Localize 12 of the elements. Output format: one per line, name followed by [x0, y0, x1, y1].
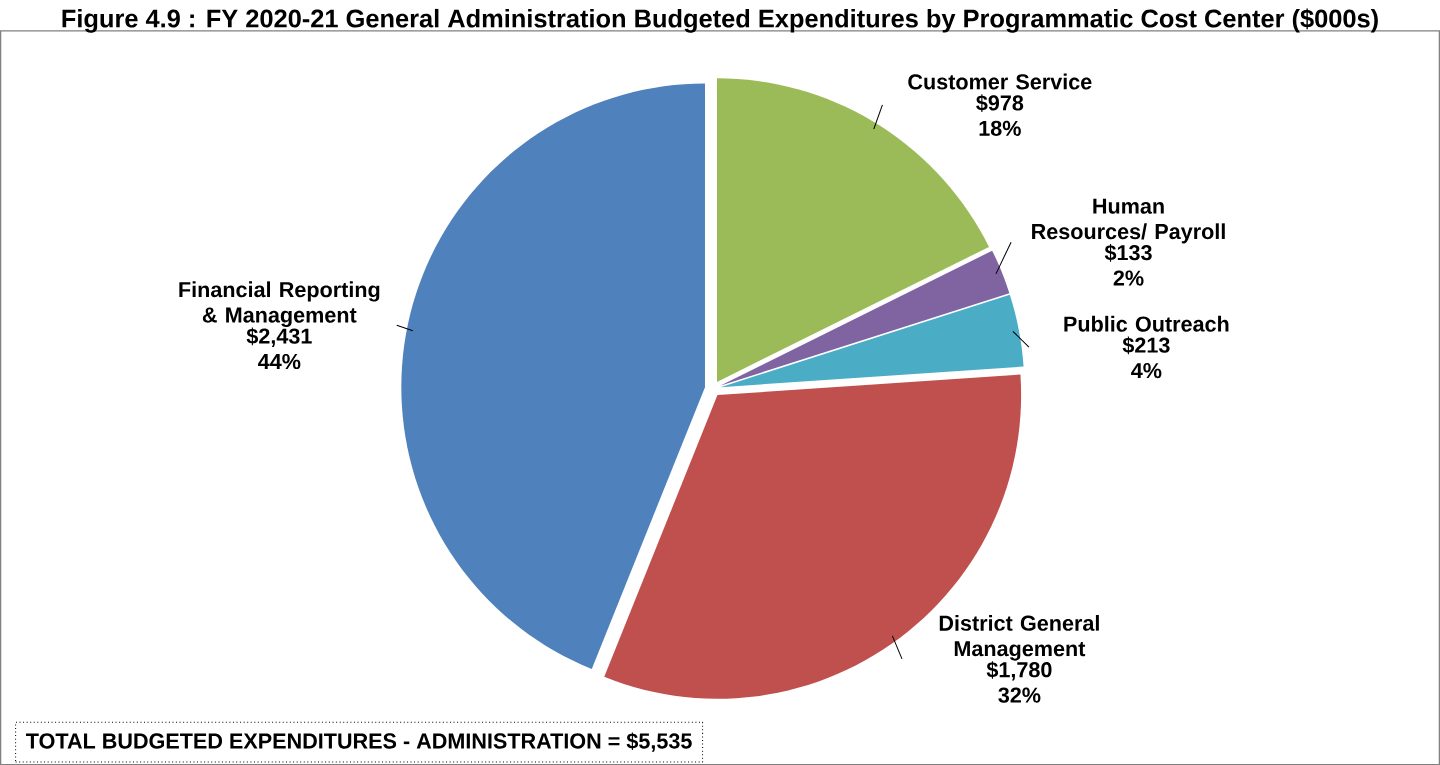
- chart-title: Figure 4.9 : FY 2020-21 General Administration Budgeted Expenditures by Programmatic Cost Center ($000s): [62, 8, 1378, 33]
- text: TOTAL BUDGETED EXPENDITURES - ADMINISTRATION = $5,535: [26, 732, 692, 752]
- data-label: $213 4%: [1122, 336, 1170, 379]
- data-label: $1,780 32%: [986, 661, 1052, 703]
- slice-label: District General Management: [939, 614, 1099, 661]
- slice-label: Public Outreach: [1064, 315, 1229, 332]
- slice-label: Customer Service: [908, 73, 1092, 90]
- data-label: $133 2%: [1104, 243, 1152, 286]
- data-label: $2,431 44%: [246, 327, 312, 369]
- slice-label: Human Resources/ Payroll: [1032, 198, 1225, 244]
- slice-label: Financial Reporting & Management: [179, 281, 380, 327]
- data-label: $978 18%: [976, 94, 1024, 136]
